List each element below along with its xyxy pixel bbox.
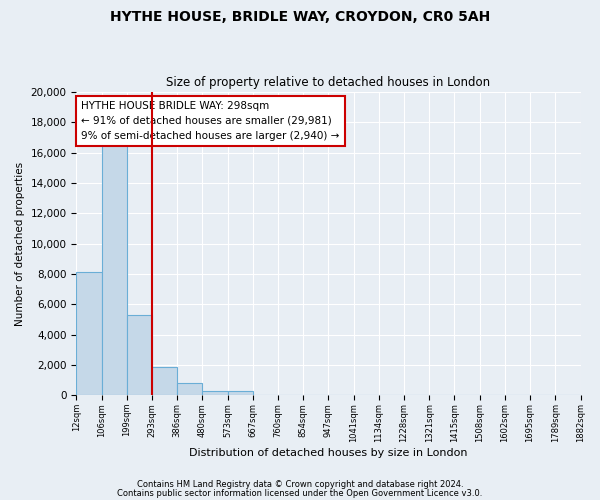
Bar (177, 383, 202, 395)
Text: Contains HM Land Registry data © Crown copyright and database right 2024.: Contains HM Land Registry data © Crown c… (137, 480, 463, 489)
Bar (227, 392, 253, 395)
Text: Contains public sector information licensed under the Open Government Licence v3: Contains public sector information licen… (118, 490, 482, 498)
Title: Size of property relative to detached houses in London: Size of property relative to detached ho… (166, 76, 491, 90)
Text: HYTHE HOUSE BRIDLE WAY: 298sqm
← 91% of detached houses are smaller (29,981)
9% : HYTHE HOUSE BRIDLE WAY: 298sqm ← 91% of … (82, 101, 340, 140)
Y-axis label: Number of detached properties: Number of detached properties (15, 162, 25, 326)
Text: HYTHE HOUSE, BRIDLE WAY, CROYDON, CR0 5AH: HYTHE HOUSE, BRIDLE WAY, CROYDON, CR0 5A… (110, 10, 490, 24)
Bar (76, 272, 101, 395)
Bar (127, 315, 152, 395)
Bar (202, 390, 227, 395)
X-axis label: Distribution of detached houses by size in London: Distribution of detached houses by size … (189, 448, 468, 458)
Bar (152, 367, 177, 395)
Bar (101, 145, 127, 395)
